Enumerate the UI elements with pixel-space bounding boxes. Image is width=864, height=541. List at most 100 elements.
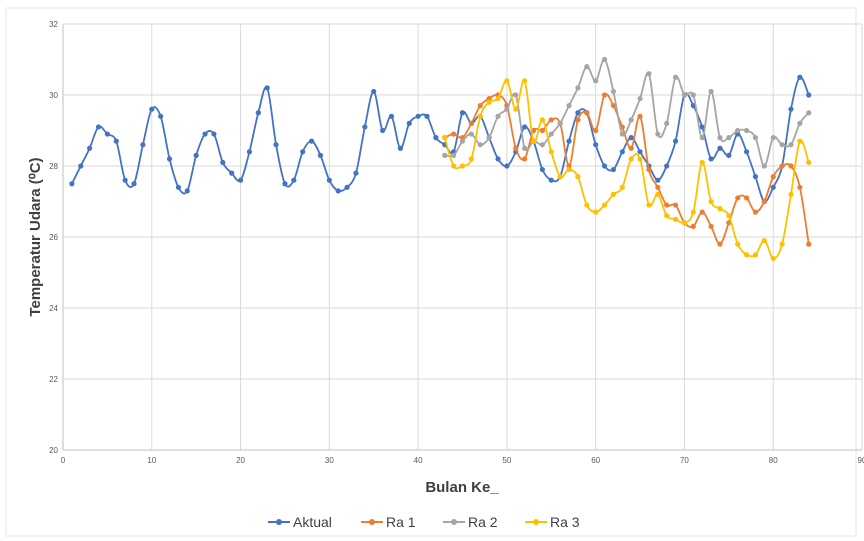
data-point-ra-2 bbox=[442, 152, 448, 158]
y-tick-label: 32 bbox=[49, 20, 58, 29]
data-point-ra-1 bbox=[806, 241, 812, 247]
x-tick-label: 40 bbox=[414, 456, 423, 465]
data-point-ra-3 bbox=[628, 156, 634, 162]
data-point-ra-2 bbox=[788, 142, 794, 148]
data-point-ra-2 bbox=[735, 127, 741, 134]
data-point-aktual bbox=[770, 184, 776, 190]
data-point-ra-3 bbox=[761, 237, 767, 244]
data-point-ra-2 bbox=[557, 120, 563, 126]
legend-marker-ra-3 bbox=[533, 519, 539, 525]
data-point-aktual bbox=[104, 131, 110, 137]
data-point-aktual bbox=[415, 113, 421, 119]
data-point-ra-2 bbox=[575, 85, 581, 91]
data-point-aktual bbox=[246, 149, 253, 155]
data-point-ra-3 bbox=[655, 191, 661, 197]
data-point-ra-1 bbox=[672, 202, 679, 208]
data-point-ra-1 bbox=[646, 166, 652, 173]
data-point-aktual bbox=[308, 138, 315, 144]
data-point-ra-3 bbox=[468, 156, 474, 162]
data-point-aktual bbox=[522, 124, 528, 130]
y-tick-label: 28 bbox=[49, 162, 58, 171]
data-point-aktual bbox=[264, 85, 270, 91]
x-axis-title: Bulan Ke_ bbox=[425, 479, 499, 496]
data-point-ra-3 bbox=[610, 191, 617, 197]
data-point-aktual bbox=[291, 177, 297, 183]
data-point-ra-1 bbox=[451, 131, 457, 137]
horizontal-gridlines bbox=[63, 23, 862, 451]
x-tick-label: 80 bbox=[769, 456, 778, 465]
data-point-ra-1 bbox=[601, 92, 608, 98]
data-point-ra-1 bbox=[548, 117, 554, 123]
data-point-ra-1 bbox=[761, 198, 767, 205]
data-point-aktual bbox=[131, 181, 137, 187]
data-point-aktual bbox=[211, 131, 217, 137]
data-point-ra-1 bbox=[593, 127, 599, 134]
data-point-aktual bbox=[504, 163, 510, 169]
data-point-aktual bbox=[273, 142, 279, 148]
data-point-aktual bbox=[69, 181, 75, 187]
data-point-aktual bbox=[87, 145, 93, 151]
data-point-aktual bbox=[699, 124, 705, 130]
data-point-ra-2 bbox=[593, 78, 599, 84]
data-point-ra-1 bbox=[690, 223, 696, 229]
x-axis-tick-labels: 0 10 20 30 40 50 60 70 80 90 bbox=[61, 456, 864, 465]
data-point-aktual bbox=[353, 170, 359, 176]
data-point-ra-1 bbox=[477, 103, 483, 109]
data-point-ra-2 bbox=[548, 131, 554, 137]
data-point-aktual bbox=[548, 177, 554, 183]
data-point-ra-2 bbox=[468, 131, 474, 137]
data-point-ra-1 bbox=[539, 127, 546, 134]
data-point-aktual bbox=[229, 170, 235, 176]
data-point-aktual bbox=[743, 149, 750, 155]
data-point-ra-2 bbox=[681, 92, 688, 98]
data-point-ra-1 bbox=[655, 184, 661, 190]
data-point-ra-3 bbox=[557, 174, 563, 180]
data-point-aktual bbox=[149, 106, 155, 112]
legend-item-aktual: Aktual bbox=[268, 514, 332, 530]
data-point-ra-2 bbox=[628, 117, 634, 123]
data-point-ra-1 bbox=[788, 163, 794, 169]
data-point-ra-3 bbox=[459, 163, 466, 169]
data-point-aktual bbox=[237, 177, 244, 183]
series-ra-3 bbox=[442, 78, 812, 261]
data-point-ra-2 bbox=[486, 135, 492, 141]
data-point-aktual bbox=[335, 188, 341, 194]
y-tick-label: 30 bbox=[49, 91, 58, 100]
x-tick-label: 30 bbox=[325, 456, 334, 465]
data-point-ra-3 bbox=[699, 159, 705, 166]
data-point-ra-1 bbox=[770, 174, 776, 180]
data-point-ra-2 bbox=[690, 92, 696, 98]
data-point-ra-3 bbox=[717, 206, 723, 212]
data-point-ra-2 bbox=[619, 131, 625, 137]
data-point-aktual bbox=[610, 166, 617, 173]
data-point-ra-2 bbox=[655, 131, 661, 137]
data-point-ra-2 bbox=[699, 135, 705, 141]
data-point-aktual bbox=[371, 88, 377, 95]
data-point-ra-3 bbox=[743, 252, 750, 258]
data-point-ra-2 bbox=[726, 135, 732, 141]
legend-marker-aktual bbox=[276, 519, 282, 525]
data-point-ra-1 bbox=[610, 103, 617, 109]
data-point-ra-3 bbox=[797, 138, 803, 144]
data-point-ra-3 bbox=[708, 198, 714, 205]
data-point-aktual bbox=[752, 174, 759, 180]
data-point-ra-3 bbox=[504, 78, 510, 84]
data-point-ra-2 bbox=[566, 103, 572, 109]
data-point-ra-2 bbox=[513, 92, 519, 98]
legend-item-ra-1: Ra 1 bbox=[361, 514, 416, 530]
data-point-ra-3 bbox=[601, 202, 608, 208]
data-point-aktual bbox=[726, 152, 732, 158]
data-point-ra-1 bbox=[584, 110, 590, 116]
data-point-ra-2 bbox=[708, 88, 714, 95]
y-tick-label: 22 bbox=[49, 375, 58, 384]
data-point-aktual bbox=[593, 142, 599, 148]
y-axis-title: Temperatur Udara (⁰C) bbox=[27, 157, 44, 316]
x-tick-label: 70 bbox=[680, 456, 689, 465]
data-point-aktual bbox=[380, 127, 386, 134]
data-point-ra-3 bbox=[451, 163, 457, 169]
data-point-ra-3 bbox=[566, 166, 572, 173]
data-point-aktual bbox=[175, 184, 182, 190]
data-point-ra-2 bbox=[477, 142, 483, 148]
data-point-aktual bbox=[717, 145, 723, 151]
